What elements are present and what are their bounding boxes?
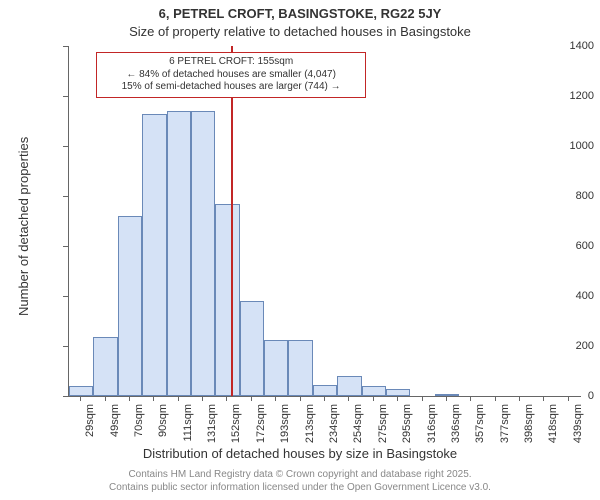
x-tick-label: 439sqm bbox=[572, 404, 584, 443]
x-tick-label: 234sqm bbox=[328, 404, 340, 443]
x-tick-label: 377sqm bbox=[499, 404, 511, 443]
y-tick-mark bbox=[63, 46, 68, 47]
histogram-bar bbox=[93, 337, 117, 396]
histogram-bar bbox=[215, 204, 239, 397]
x-tick-mark bbox=[568, 396, 569, 401]
y-tick-label: 600 bbox=[526, 240, 600, 252]
y-tick-mark bbox=[63, 246, 68, 247]
x-tick-label: 357sqm bbox=[474, 404, 486, 443]
y-tick-mark bbox=[63, 346, 68, 347]
x-tick-label: 275sqm bbox=[377, 404, 389, 443]
x-tick-label: 316sqm bbox=[426, 404, 438, 443]
annotation-line: ← 84% of detached houses are smaller (4,… bbox=[103, 69, 359, 82]
histogram-bar bbox=[386, 389, 410, 397]
y-tick-label: 400 bbox=[526, 290, 600, 302]
histogram-bar bbox=[264, 340, 288, 396]
x-tick-mark bbox=[251, 396, 252, 401]
x-tick-mark bbox=[202, 396, 203, 401]
histogram-bar bbox=[337, 376, 361, 396]
chart-title-main: 6, PETREL CROFT, BASINGSTOKE, RG22 5JY bbox=[0, 6, 600, 21]
x-tick-label: 254sqm bbox=[352, 404, 364, 443]
x-tick-mark bbox=[80, 396, 81, 401]
marker-line bbox=[231, 46, 233, 396]
y-tick-label: 1000 bbox=[526, 140, 600, 152]
x-tick-label: 295sqm bbox=[401, 404, 413, 443]
x-tick-mark bbox=[129, 396, 130, 401]
x-tick-mark bbox=[519, 396, 520, 401]
x-tick-mark bbox=[397, 396, 398, 401]
annotation-line: 15% of semi-detached houses are larger (… bbox=[103, 81, 359, 94]
x-tick-label: 193sqm bbox=[279, 404, 291, 443]
y-tick-label: 800 bbox=[526, 190, 600, 202]
histogram-bar bbox=[142, 114, 166, 397]
footer-line-1: Contains HM Land Registry data © Crown c… bbox=[0, 468, 600, 481]
histogram-bar bbox=[240, 301, 264, 396]
x-tick-mark bbox=[422, 396, 423, 401]
y-tick-mark bbox=[63, 196, 68, 197]
x-axis-label: Distribution of detached houses by size … bbox=[0, 446, 600, 461]
chart-title-sub: Size of property relative to detached ho… bbox=[0, 24, 600, 39]
y-tick-mark bbox=[63, 296, 68, 297]
histogram-bar bbox=[362, 386, 386, 396]
x-tick-mark bbox=[105, 396, 106, 401]
y-tick-label: 1400 bbox=[526, 40, 600, 52]
annotation-box: 6 PETREL CROFT: 155sqm← 84% of detached … bbox=[96, 52, 366, 98]
x-tick-mark bbox=[470, 396, 471, 401]
histogram-bar bbox=[118, 216, 142, 396]
y-tick-mark bbox=[63, 146, 68, 147]
y-tick-label: 200 bbox=[526, 340, 600, 352]
x-tick-label: 398sqm bbox=[523, 404, 535, 443]
x-tick-label: 131sqm bbox=[206, 404, 218, 443]
x-tick-label: 29sqm bbox=[84, 404, 96, 437]
chart-container: 6, PETREL CROFT, BASINGSTOKE, RG22 5JY S… bbox=[0, 0, 600, 500]
x-tick-label: 111sqm bbox=[182, 404, 194, 442]
histogram-bar bbox=[69, 386, 93, 396]
y-tick-label: 0 bbox=[526, 390, 600, 402]
x-tick-label: 152sqm bbox=[230, 404, 242, 443]
x-tick-mark bbox=[226, 396, 227, 401]
x-tick-label: 213sqm bbox=[304, 404, 316, 443]
histogram-bar bbox=[191, 111, 215, 396]
x-tick-label: 90sqm bbox=[157, 404, 169, 437]
x-tick-label: 418sqm bbox=[547, 404, 559, 443]
x-tick-mark bbox=[543, 396, 544, 401]
histogram-bar bbox=[288, 340, 312, 396]
x-tick-mark bbox=[348, 396, 349, 401]
x-tick-mark bbox=[275, 396, 276, 401]
y-tick-mark bbox=[63, 96, 68, 97]
histogram-bar bbox=[167, 111, 191, 396]
footer-attribution: Contains HM Land Registry data © Crown c… bbox=[0, 468, 600, 494]
x-tick-mark bbox=[324, 396, 325, 401]
x-tick-label: 336sqm bbox=[450, 404, 462, 443]
histogram-bar bbox=[313, 385, 337, 396]
y-tick-mark bbox=[63, 396, 68, 397]
x-tick-mark bbox=[495, 396, 496, 401]
x-tick-label: 70sqm bbox=[133, 404, 145, 437]
x-tick-mark bbox=[178, 396, 179, 401]
x-tick-mark bbox=[373, 396, 374, 401]
annotation-line: 6 PETREL CROFT: 155sqm bbox=[103, 56, 359, 69]
y-tick-label: 1200 bbox=[526, 90, 600, 102]
x-tick-mark bbox=[446, 396, 447, 401]
x-tick-mark bbox=[153, 396, 154, 401]
y-axis-label: Number of detached properties bbox=[16, 137, 31, 316]
x-tick-label: 49sqm bbox=[109, 404, 121, 437]
plot-area: 6 PETREL CROFT: 155sqm← 84% of detached … bbox=[68, 46, 581, 397]
x-tick-mark bbox=[300, 396, 301, 401]
histogram-bar bbox=[435, 394, 459, 397]
x-tick-label: 172sqm bbox=[255, 404, 267, 443]
footer-line-2: Contains public sector information licen… bbox=[0, 481, 600, 494]
